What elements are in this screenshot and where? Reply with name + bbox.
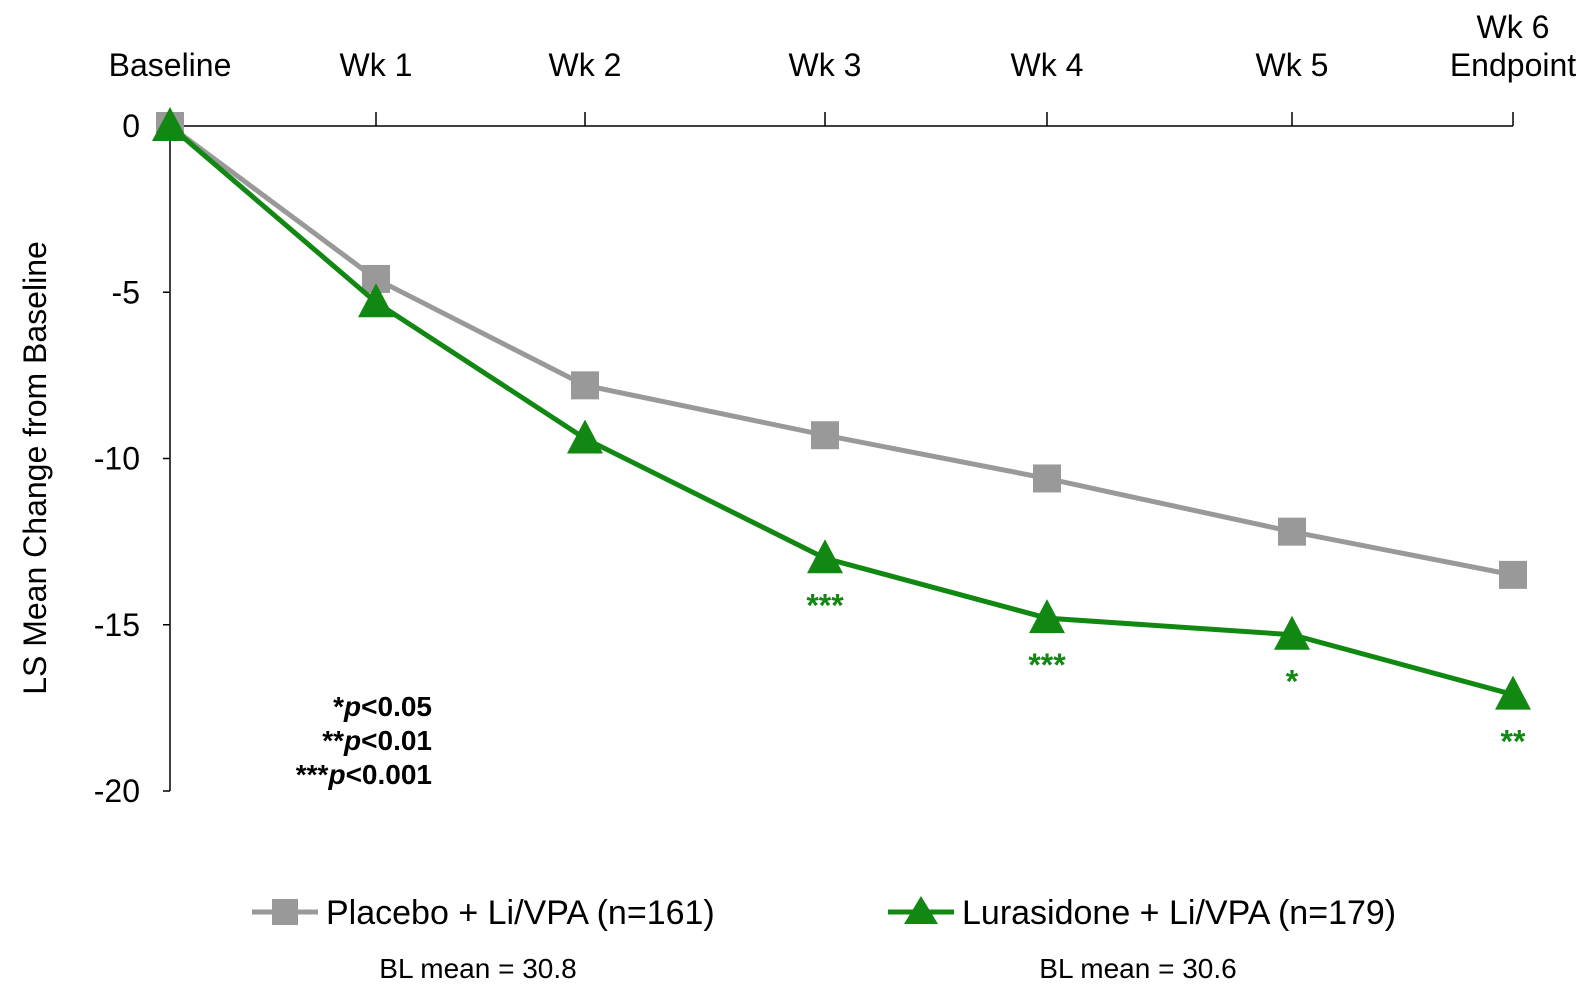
- significance-label: **: [1501, 724, 1526, 760]
- series-placebo: [156, 112, 1527, 589]
- data-point-triangle: [567, 419, 603, 454]
- y-tick-label: -15: [94, 607, 140, 643]
- data-point-square: [1499, 560, 1527, 589]
- data-point-square: [1278, 517, 1306, 546]
- legend-item: Lurasidone + Li/VPA (n=179): [888, 894, 1396, 932]
- x-tick-label: Wk 3: [789, 47, 862, 83]
- data-point-triangle: [1495, 675, 1531, 710]
- legend-item: Placebo + Li/VPA (n=161): [252, 894, 715, 932]
- data-point-square: [811, 421, 839, 450]
- baseline-mean-note: BL mean = 30.6: [1039, 953, 1236, 984]
- x-tick-label: Wk 4: [1011, 47, 1084, 83]
- x-tick-labels: Baseline Wk 1 Wk 2 Wk 3 Wk 4 Wk 5 Wk 6 Endpoint: [109, 9, 1577, 83]
- series-layer: [152, 107, 1531, 710]
- axes: [163, 112, 1514, 792]
- y-axis-title: LS Mean Change from Baseline: [17, 241, 53, 695]
- data-point-triangle: [358, 283, 394, 318]
- p-value-key: *p<0.05**p<0.01***p<0.001: [296, 691, 432, 790]
- significance-label: ***: [1028, 647, 1066, 683]
- data-point-square: [1033, 464, 1061, 493]
- x-tick-label: Wk 1: [340, 47, 413, 83]
- p-value-key-item: *p<0.05: [333, 691, 432, 722]
- data-point-triangle: [152, 107, 188, 141]
- x-tick-label: Wk 6 Endpoint: [1450, 9, 1576, 83]
- x-tick-label: Wk 5: [1256, 47, 1329, 83]
- data-point-square: [571, 371, 599, 400]
- p-value-key-item: **p<0.01: [322, 725, 432, 756]
- baseline-means: BL mean = 30.8 BL mean = 30.6: [379, 953, 1236, 984]
- y-tick-labels: 0 -5 -10 -15 -20: [94, 108, 140, 809]
- significance-marks: ****** ***: [806, 587, 1526, 759]
- baseline-mean-note: BL mean = 30.8: [379, 953, 576, 984]
- significance-label: *: [1286, 664, 1299, 700]
- legend: Placebo + Li/VPA (n=161) Lurasidone + Li/…: [252, 894, 1396, 932]
- series-line: [168, 123, 1514, 578]
- x-tick-label: Baseline: [109, 47, 232, 83]
- y-tick-label: -10: [94, 441, 140, 477]
- legend-label: Placebo + Li/VPA (n=161): [326, 894, 715, 932]
- y-tick-label: 0: [122, 108, 140, 144]
- legend-label: Lurasidone + Li/VPA (n=179): [962, 894, 1396, 932]
- data-point-triangle: [1029, 599, 1065, 634]
- y-tick-label: -5: [112, 274, 140, 310]
- x-tick-label: Wk 2: [549, 47, 622, 83]
- legend-marker-square: [272, 899, 298, 925]
- y-tick-label: -20: [94, 773, 140, 809]
- series-lurasidone: [152, 107, 1531, 710]
- data-point-triangle: [1274, 615, 1310, 650]
- p-value-key-item: ***p<0.001: [296, 759, 432, 790]
- legend-marker-triangle: [904, 896, 938, 924]
- data-point-triangle: [807, 539, 843, 574]
- significance-label: ***: [806, 587, 844, 623]
